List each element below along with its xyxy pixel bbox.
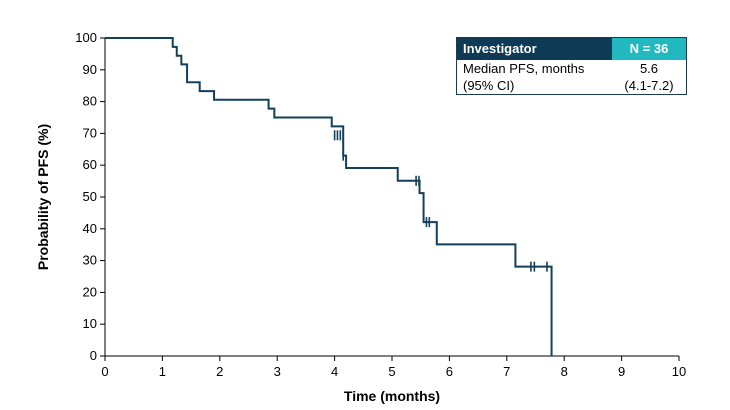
km-step-line bbox=[105, 37, 553, 356]
y-tick-label: 40 bbox=[83, 221, 97, 236]
x-tick-label: 4 bbox=[331, 364, 338, 379]
legend-median-label: Median PFS, months bbox=[463, 61, 585, 76]
y-tick-label: 10 bbox=[83, 316, 97, 331]
x-tick-label: 8 bbox=[561, 364, 568, 379]
km-curve bbox=[105, 37, 553, 356]
y-tick-label: 60 bbox=[83, 157, 97, 172]
y-tick-label: 90 bbox=[83, 62, 97, 77]
ticks: 0 10 20 30 40 50 60 70 80 90 100 0 1 2 3 4 5 6 7 8 9 10 bbox=[75, 30, 686, 379]
legend-header-n: N = 36 bbox=[612, 38, 686, 60]
legend-header: Investigator N = 36 bbox=[457, 38, 686, 60]
legend-row-median: Median PFS, months 5.6 bbox=[457, 60, 686, 77]
y-tick-label: 80 bbox=[83, 94, 97, 109]
legend-ci-value: (4.1-7.2) bbox=[624, 78, 674, 93]
y-tick-label: 70 bbox=[83, 125, 97, 140]
x-axis-title: Time (months) bbox=[344, 388, 440, 404]
legend-ci-label: (95% CI) bbox=[463, 78, 515, 93]
y-tick-label: 30 bbox=[83, 253, 97, 268]
x-tick-label: 9 bbox=[618, 364, 625, 379]
legend-row-ci: (95% CI) (4.1-7.2) bbox=[457, 77, 686, 94]
x-tick-label: 2 bbox=[216, 364, 223, 379]
x-tick-label: 7 bbox=[503, 364, 510, 379]
y-tick-label: 20 bbox=[83, 284, 97, 299]
x-tick-label: 6 bbox=[446, 364, 453, 379]
y-tick-label: 50 bbox=[83, 189, 97, 204]
x-tick-label: 5 bbox=[388, 364, 395, 379]
legend-table: Investigator N = 36 Median PFS, months 5… bbox=[456, 37, 687, 95]
legend-header-group: Investigator bbox=[457, 38, 612, 60]
censor-marks bbox=[333, 130, 548, 272]
x-tick-label: 3 bbox=[274, 364, 281, 379]
y-tick-label: 0 bbox=[90, 348, 97, 363]
x-tick-label: 1 bbox=[159, 364, 166, 379]
x-tick-label: 10 bbox=[672, 364, 686, 379]
legend-median-value: 5.6 bbox=[639, 61, 659, 76]
x-tick-label: 0 bbox=[101, 364, 108, 379]
y-axis-title: Probability of PFS (%) bbox=[35, 124, 51, 270]
y-tick-label: 100 bbox=[75, 30, 97, 45]
